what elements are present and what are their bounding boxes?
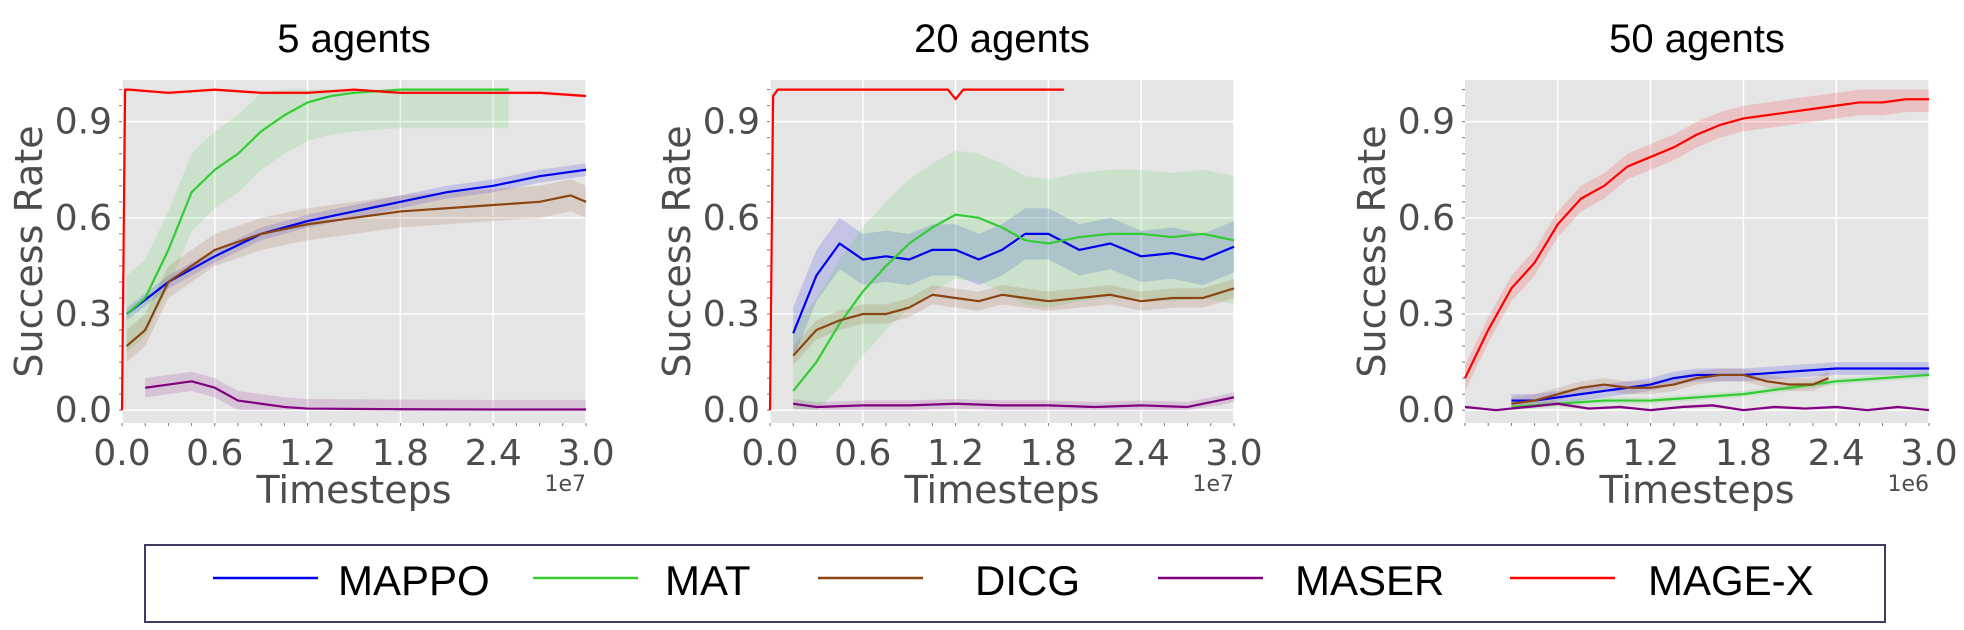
x-tick-label: 1.2 bbox=[279, 433, 336, 474]
y-tick-label: 0.0 bbox=[703, 390, 760, 431]
band-dicg bbox=[1511, 368, 1829, 411]
legend-label-mage-x: MAGE-X bbox=[1648, 557, 1814, 604]
y-axis-label: Success Rate bbox=[7, 125, 51, 377]
chart-panels: 0.0 0.6 1.2 1.8 2.4 3.0 0.0 0.3 0.6 0.9 Timesteps S… bbox=[7, 17, 1958, 512]
x-tick-label: 0.6 bbox=[186, 433, 243, 474]
chart-panel-1: 0.0 0.6 1.2 1.8 2.4 3.0 0.0 0.3 0.6 0.9 Timesteps S… bbox=[7, 17, 615, 512]
series-line-mat bbox=[792, 213, 1235, 392]
x-tick-label: 0.6 bbox=[1529, 433, 1586, 474]
y-tick-label: 0.3 bbox=[703, 294, 760, 335]
x-tick-label: 1.8 bbox=[372, 433, 429, 474]
series-line-dicg bbox=[125, 194, 587, 347]
series-line-mage-x bbox=[768, 88, 1064, 411]
x-axis-label: Timesteps bbox=[1599, 468, 1795, 512]
legend-label-mappo: MAPPO bbox=[338, 557, 490, 604]
series-line-dicg bbox=[792, 287, 1235, 357]
x-tick-label: 2.4 bbox=[465, 433, 522, 474]
x-tick-label: 1.8 bbox=[1715, 433, 1772, 474]
legend-frame bbox=[144, 544, 1886, 623]
series-line-maser bbox=[1464, 402, 1930, 412]
chart-title: 50 agents bbox=[1609, 17, 1785, 61]
series-line-mage-x bbox=[1464, 98, 1929, 379]
y-axis-label: Success Rate bbox=[655, 125, 699, 377]
y-tick-label: 0.9 bbox=[1398, 102, 1455, 143]
y-tick-label: 0.9 bbox=[55, 102, 112, 143]
series-line-maser bbox=[145, 380, 586, 411]
band-maser bbox=[145, 371, 586, 411]
x-tick-label: 0.6 bbox=[834, 433, 891, 474]
x-tick-label: 1.2 bbox=[927, 433, 984, 474]
chart-panel-2: 0.0 0.6 1.2 1.8 2.4 3.0 0.0 0.3 0.6 0.9 Timesteps S… bbox=[655, 17, 1263, 512]
x-tick-label: 0.0 bbox=[93, 433, 150, 474]
y-tick-label: 0.6 bbox=[1398, 198, 1455, 239]
series-line-mappo bbox=[1511, 367, 1929, 402]
x-tick-label: 1.2 bbox=[1622, 433, 1679, 474]
band-mappo bbox=[1511, 362, 1929, 407]
series-line-mat bbox=[125, 88, 509, 315]
chart-title: 20 agents bbox=[914, 17, 1090, 61]
y-tick-label: 0.9 bbox=[703, 102, 760, 143]
y-tick-label: 0.0 bbox=[55, 390, 112, 431]
x-offset-label: 1e7 bbox=[544, 472, 586, 497]
series-line-mappo bbox=[792, 232, 1235, 334]
y-tick-label: 0.3 bbox=[55, 294, 112, 335]
y-tick-label: 0.0 bbox=[1398, 390, 1455, 431]
series-line-mage-x bbox=[120, 88, 587, 411]
legend-label-mat: MAT bbox=[665, 557, 751, 604]
legend: MAPPO MAT DICG MASER MAGE-X bbox=[144, 544, 1886, 623]
x-tick-label: 3.0 bbox=[557, 433, 614, 474]
x-axis-label: Timesteps bbox=[904, 468, 1100, 512]
legend-label-maser: MASER bbox=[1295, 557, 1444, 604]
band-mappo bbox=[126, 163, 586, 321]
chart-panel-3: 0.6 1.2 1.8 2.4 3.0 0.0 0.3 0.6 0.9 Timesteps Succ… bbox=[1350, 17, 1958, 512]
plot-background bbox=[122, 80, 586, 423]
x-tick-label: 2.4 bbox=[1113, 433, 1170, 474]
band-dicg bbox=[126, 179, 586, 363]
x-offset-label: 1e7 bbox=[1192, 472, 1234, 497]
x-tick-label: 3.0 bbox=[1900, 433, 1957, 474]
x-tick-label: 0.0 bbox=[741, 433, 798, 474]
series-line-maser bbox=[793, 396, 1235, 409]
band-mat bbox=[793, 150, 1234, 411]
x-axis-label: Timesteps bbox=[256, 468, 452, 512]
series-line-dicg bbox=[1511, 373, 1829, 405]
y-tick-label: 0.3 bbox=[1398, 294, 1455, 335]
y-axis-label: Success Rate bbox=[1350, 125, 1394, 377]
series-line-mat bbox=[1511, 373, 1930, 409]
legend-label-dicg: DICG bbox=[975, 557, 1080, 604]
y-tick-label: 0.6 bbox=[55, 198, 112, 239]
series-line-mappo bbox=[125, 168, 587, 315]
x-tick-label: 2.4 bbox=[1808, 433, 1865, 474]
band-mappo bbox=[793, 208, 1234, 359]
x-tick-label: 3.0 bbox=[1205, 433, 1262, 474]
x-offset-label: 1e6 bbox=[1887, 472, 1929, 497]
plot-background bbox=[770, 80, 1234, 423]
band-dicg bbox=[793, 278, 1234, 366]
band-mat bbox=[126, 89, 509, 353]
y-tick-label: 0.6 bbox=[703, 198, 760, 239]
chart-title: 5 agents bbox=[277, 17, 430, 61]
x-tick-label: 1.8 bbox=[1020, 433, 1077, 474]
